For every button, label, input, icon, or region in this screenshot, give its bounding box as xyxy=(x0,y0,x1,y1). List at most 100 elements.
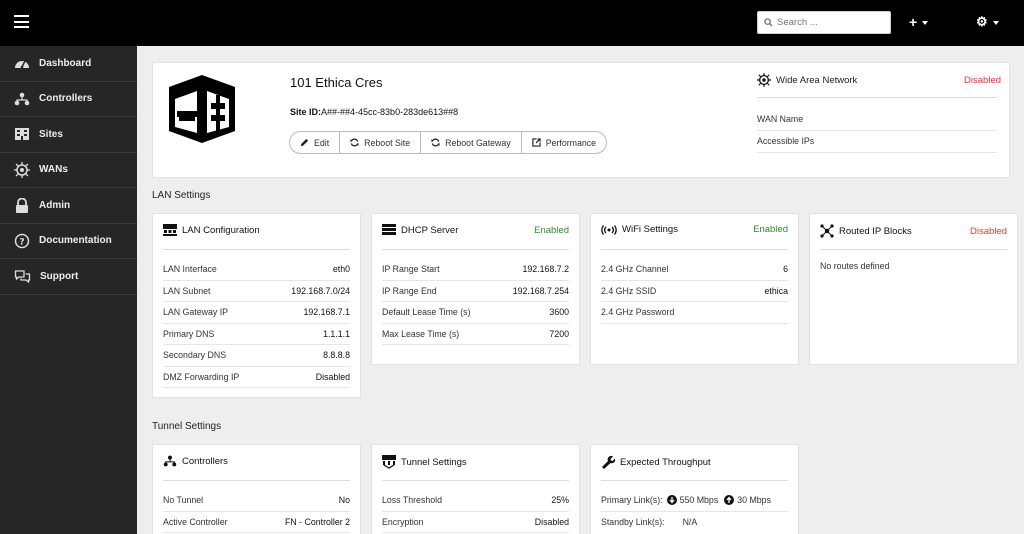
throughput-card: Expected Throughput Primary Link(s): 550… xyxy=(590,444,799,534)
wifi-header: WiFi Settings Enabled xyxy=(601,224,788,235)
wan-row: WAN Name xyxy=(757,109,997,131)
site-id-value: A##-##4-45cc-83b0-283de613##8 xyxy=(321,107,459,117)
row-value: FN - Controller 2 xyxy=(284,516,350,527)
hub-icon xyxy=(820,224,834,238)
search-box[interactable] xyxy=(757,11,891,34)
divider xyxy=(757,97,997,98)
wifi-title: WiFi Settings xyxy=(622,224,678,235)
throughput-header: Expected Throughput xyxy=(601,455,788,469)
row-label: Encryption xyxy=(382,516,424,527)
wan-header: Wide Area Network Disabled xyxy=(757,73,1001,87)
performance-label: Performance xyxy=(545,137,597,148)
routed-ip-title: Routed IP Blocks xyxy=(839,225,912,237)
chat-icon xyxy=(14,270,31,284)
row-label: Loss Threshold xyxy=(382,495,442,506)
sidebar-item-documentation[interactable]: ? Documentation xyxy=(0,224,137,259)
sidebar-item-controllers[interactable]: Controllers xyxy=(0,82,137,117)
row-label: Secondary DNS xyxy=(163,350,227,361)
gear-icon: ⚙ xyxy=(976,14,988,29)
divider xyxy=(820,249,1007,250)
lan-config-header: LAN Configuration xyxy=(163,224,350,236)
row-value: 192.168.7.254 xyxy=(512,285,569,296)
sidebar-item-label: Controllers xyxy=(39,93,93,105)
wan-ips-label: Accessible IPs xyxy=(757,136,815,147)
standby-link-value: N/A xyxy=(682,517,698,528)
edit-button[interactable]: Edit xyxy=(290,132,341,153)
sidebar-item-admin[interactable]: Admin xyxy=(0,188,137,224)
controllers-header: Controllers xyxy=(163,455,350,467)
reboot-site-button[interactable]: Reboot Site xyxy=(340,132,422,153)
sidebar-item-sites[interactable]: Sites xyxy=(0,117,137,153)
throughput-title: Expected Throughput xyxy=(620,456,711,468)
divider xyxy=(382,480,569,481)
table-row: Max Lease Time (s) 7200 xyxy=(382,324,569,345)
dashboard-icon xyxy=(15,60,29,69)
top-bar: + ⚙ xyxy=(0,0,1024,46)
row-value: 25% xyxy=(551,495,569,506)
standby-link-label: Standby Link(s): xyxy=(601,517,665,528)
row-value: ethica xyxy=(764,285,788,296)
add-menu-button[interactable]: + xyxy=(909,14,929,30)
lock-icon xyxy=(16,197,28,213)
sidebar-item-dashboard[interactable]: Dashboard xyxy=(0,46,137,82)
pencil-icon xyxy=(300,138,309,147)
menu-icon[interactable] xyxy=(14,15,29,28)
wan-name-label: WAN Name xyxy=(757,114,804,125)
row-label: LAN Interface xyxy=(163,264,217,275)
sidebar: Dashboard Controllers Sites WANs Admin ?… xyxy=(0,46,137,534)
chevron-down-icon xyxy=(922,21,929,26)
wan-status-badge: Disabled xyxy=(964,74,1001,86)
status-badge: Enabled xyxy=(534,224,569,236)
sitemap-icon xyxy=(14,92,30,106)
lan-config-card: LAN Configuration LAN Interface eth0 LAN … xyxy=(152,213,361,398)
plus-icon: + xyxy=(909,14,918,30)
sidebar-item-label: Dashboard xyxy=(39,57,92,69)
divider xyxy=(382,249,569,250)
table-row: LAN Subnet 192.168.7.0/24 xyxy=(163,281,350,302)
performance-button[interactable]: Performance xyxy=(522,132,606,153)
row-value: 6 xyxy=(783,264,788,275)
search-icon xyxy=(764,18,773,27)
sidebar-item-wans[interactable]: WANs xyxy=(0,153,137,188)
table-row: Loss Threshold 25% xyxy=(382,490,569,512)
sidebar-item-label: Admin xyxy=(39,199,71,211)
table-row: IP Range Start 192.168.7.2 xyxy=(382,259,569,281)
row-label: No Tunnel xyxy=(163,495,204,506)
wrench-icon xyxy=(601,455,615,469)
sidebar-item-label: WANs xyxy=(39,164,68,176)
divider xyxy=(601,249,788,250)
dhcp-card: DHCP Server Enabled IP Range Start 192.16… xyxy=(371,213,580,365)
server-icon xyxy=(382,224,396,236)
row-value: 8.8.8.8 xyxy=(323,350,350,361)
row-value: 192.168.7.1 xyxy=(303,307,350,318)
reboot-gateway-button[interactable]: Reboot Gateway xyxy=(421,132,522,153)
lan-settings-heading: LAN Settings xyxy=(152,190,211,201)
table-row: DMZ Forwarding IP Disabled xyxy=(163,367,350,388)
routed-ip-header: Routed IP Blocks Disabled xyxy=(820,224,1007,238)
globe-icon xyxy=(14,161,30,178)
row-value: 1.1.1.1 xyxy=(323,328,350,339)
tunnel-header: Tunnel Settings xyxy=(382,455,569,469)
wifi-card: WiFi Settings Enabled 2.4 GHz Channel 6 2… xyxy=(590,213,799,365)
table-row: 2.4 GHz SSID ethica xyxy=(601,281,788,302)
question-icon: ? xyxy=(14,233,30,248)
row-label: Default Lease Time (s) xyxy=(382,307,471,318)
search-input[interactable] xyxy=(777,14,887,31)
settings-menu-button[interactable]: ⚙ xyxy=(976,14,999,30)
row-label: IP Range End xyxy=(382,285,437,296)
row-value: No xyxy=(338,495,350,506)
row-label: DMZ Forwarding IP xyxy=(163,371,240,382)
table-row: 2.4 GHz Password xyxy=(601,302,788,324)
refresh-icon xyxy=(431,138,440,147)
table-row: Primary DNS 1.1.1.1 xyxy=(163,324,350,345)
divider xyxy=(601,480,788,481)
table-row: 2.4 GHz Channel 6 xyxy=(601,259,788,281)
sidebar-item-label: Sites xyxy=(39,128,63,140)
site-id-label: Site ID: xyxy=(290,107,322,117)
primary-up-value: 30 Mbps xyxy=(737,495,771,506)
sidebar-item-support[interactable]: Support xyxy=(0,259,137,295)
row-label: 2.4 GHz SSID xyxy=(601,285,657,296)
row-label: Primary DNS xyxy=(163,328,215,339)
primary-link-row: Primary Link(s): 550 Mbps 30 Mbps xyxy=(601,490,788,512)
site-actions: Edit Reboot Site Reboot Gateway Performa… xyxy=(289,131,608,154)
